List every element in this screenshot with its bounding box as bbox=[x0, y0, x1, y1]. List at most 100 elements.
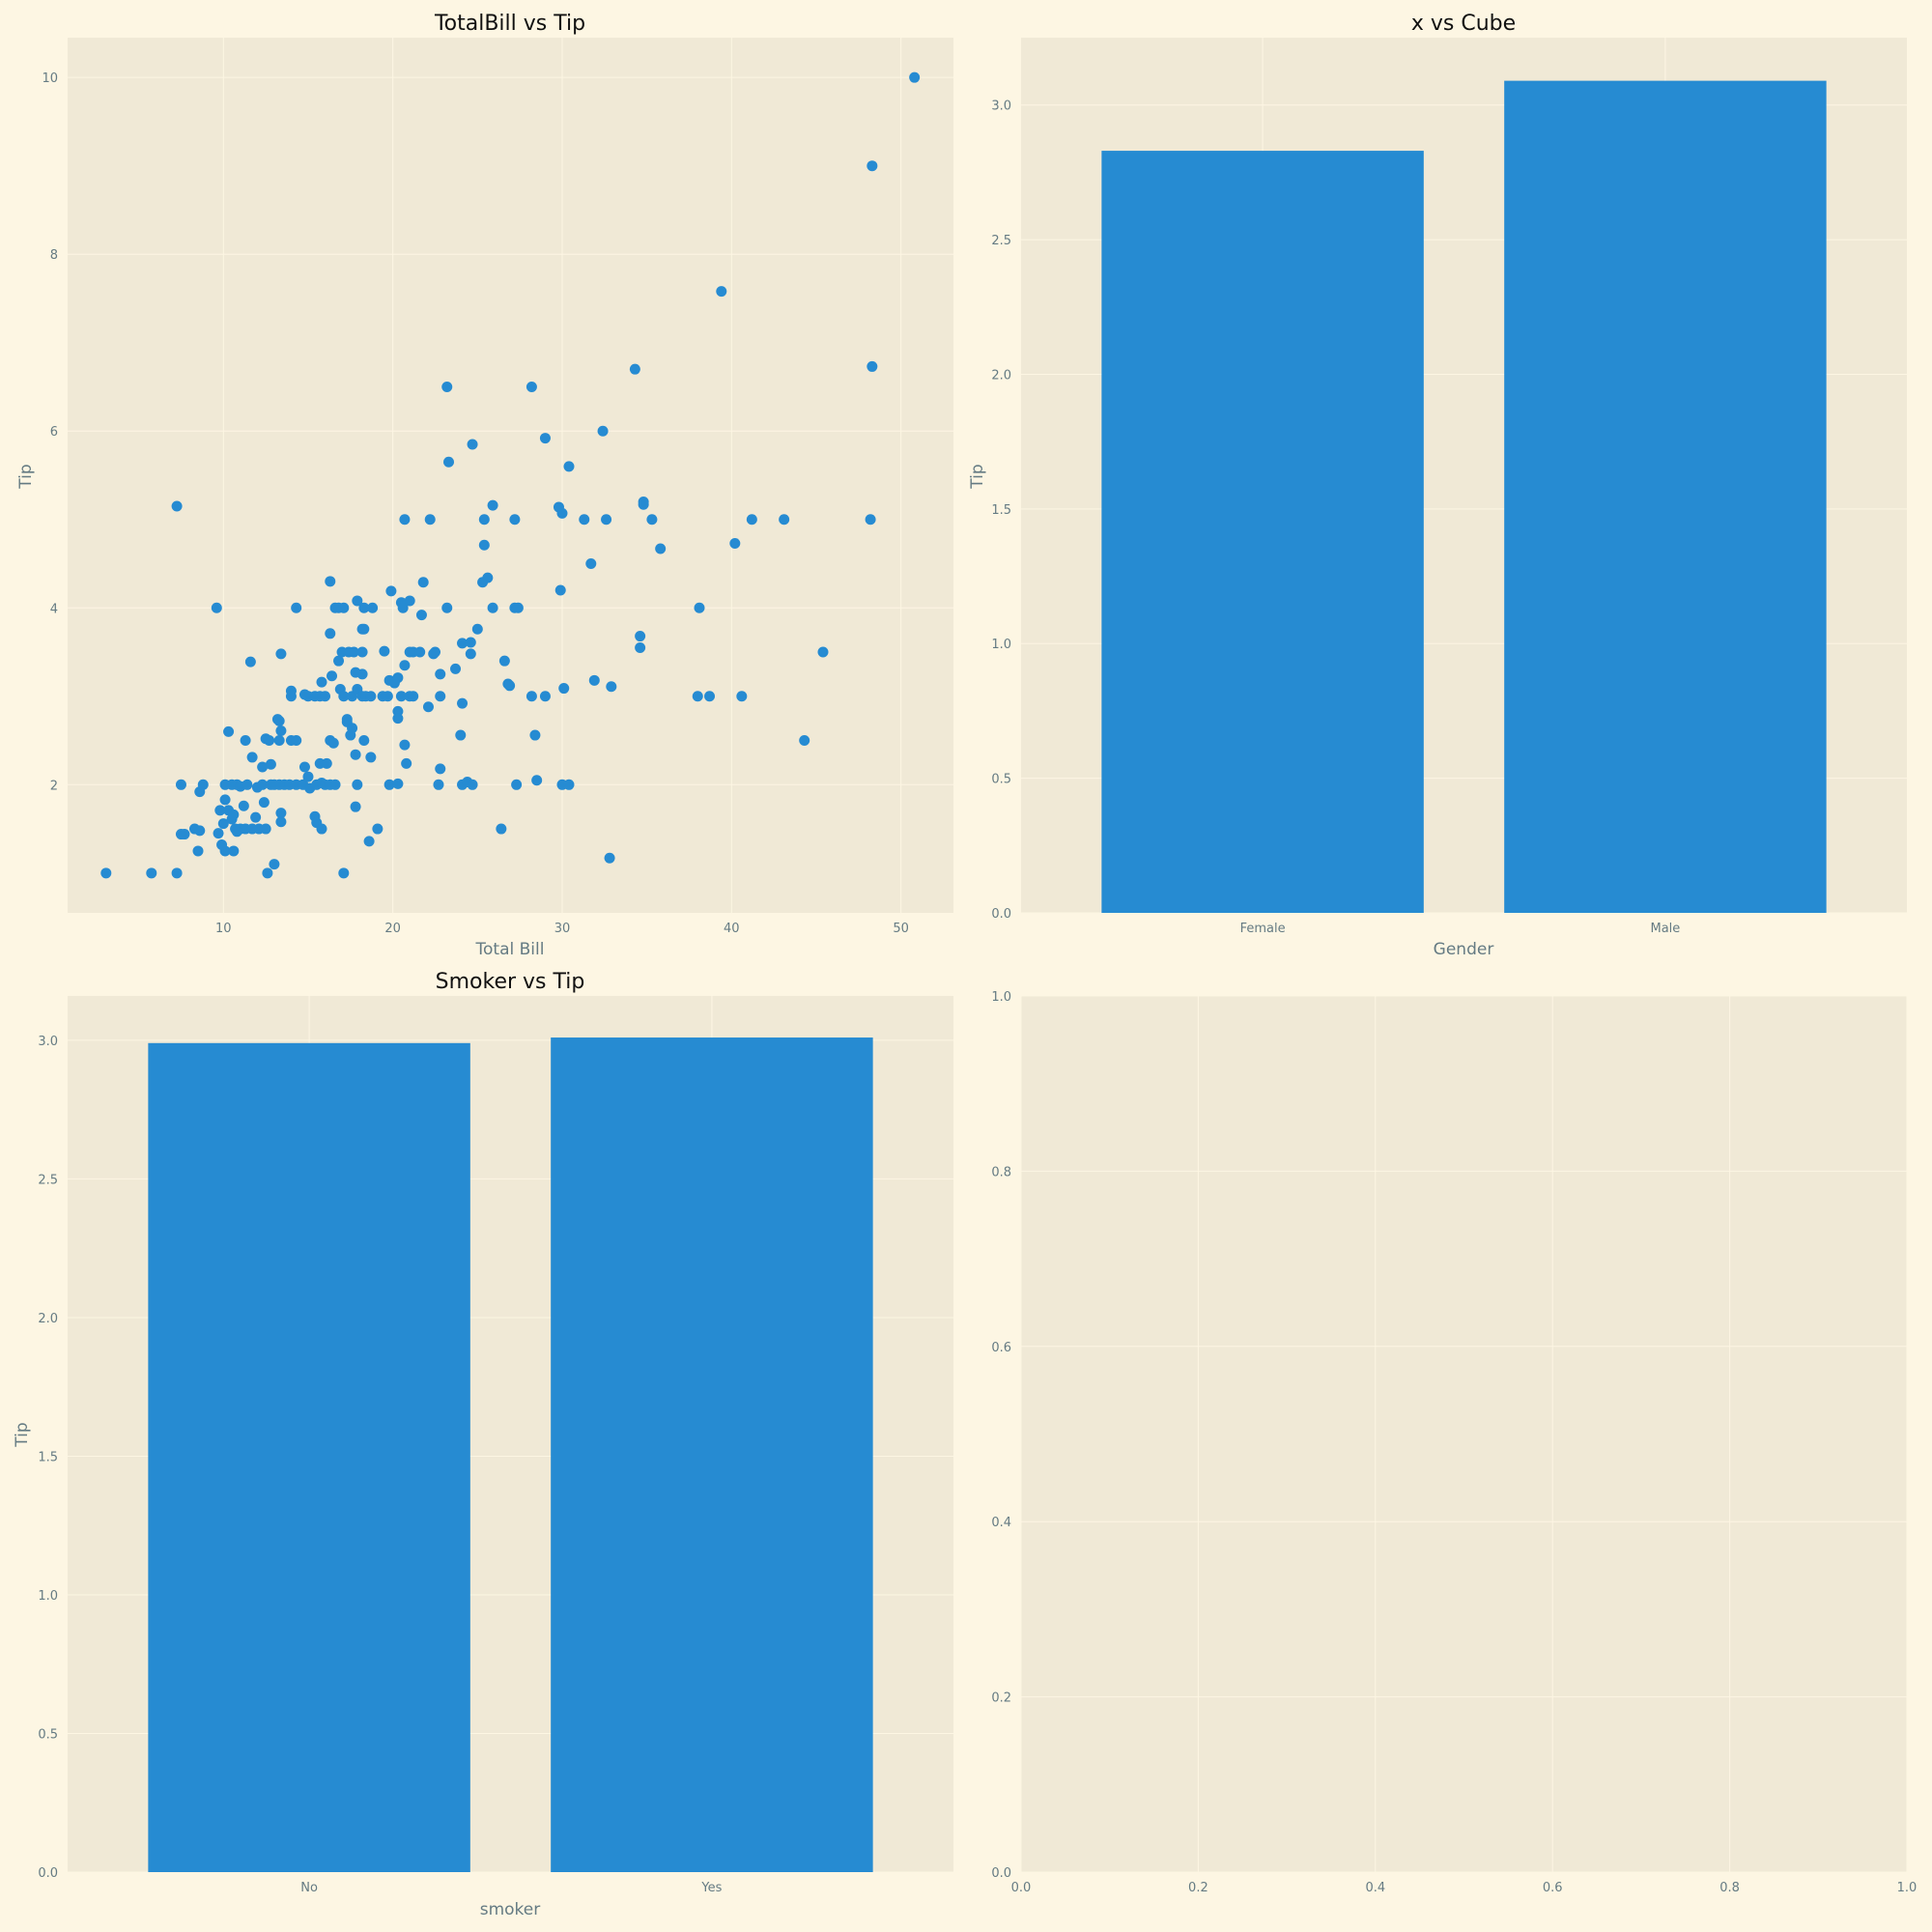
scatter-point bbox=[435, 763, 446, 775]
panel-0-xtick-label: 20 bbox=[384, 922, 401, 936]
scatter-point bbox=[338, 691, 350, 702]
bar-female bbox=[1101, 151, 1424, 914]
panel-3-xtick-label: 0.8 bbox=[1719, 1881, 1740, 1895]
scatter-point bbox=[422, 701, 434, 713]
scatter-point bbox=[443, 456, 455, 468]
panel-1-ytick-label: 1.0 bbox=[991, 638, 1011, 652]
scatter-point bbox=[558, 683, 570, 695]
panel-2-ytick-label: 1.0 bbox=[38, 1589, 58, 1604]
scatter-point bbox=[291, 735, 302, 747]
panel-0-title: TotalBill vs Tip bbox=[434, 12, 585, 36]
scatter-point bbox=[526, 691, 537, 702]
scatter-point bbox=[352, 779, 363, 790]
scatter-point bbox=[635, 641, 646, 653]
scatter-point bbox=[399, 660, 411, 671]
panel-0-ytick-label: 4 bbox=[50, 602, 58, 616]
scatter-point bbox=[597, 425, 609, 437]
scatter-point bbox=[635, 631, 646, 642]
panel-3-xtick-label: 0.0 bbox=[1011, 1881, 1032, 1895]
scatter-point bbox=[694, 602, 705, 613]
panel-2-ytick-label: 2.0 bbox=[38, 1312, 58, 1326]
panel-3-xtick-label: 0.6 bbox=[1543, 1881, 1563, 1895]
scatter-point bbox=[638, 498, 649, 510]
scatter-point bbox=[455, 729, 467, 741]
panel-0-plot-area bbox=[68, 38, 953, 913]
scatter-point bbox=[465, 637, 476, 648]
scatter-point bbox=[316, 676, 327, 688]
scatter-point bbox=[367, 602, 379, 613]
scatter-point bbox=[228, 809, 240, 820]
panel-3-ytick-label: 1.0 bbox=[991, 990, 1011, 1005]
scatter-point bbox=[358, 735, 370, 747]
scatter-point bbox=[867, 360, 878, 372]
panel-0-xtick-label: 40 bbox=[724, 922, 740, 936]
scatter-point bbox=[291, 602, 302, 613]
scatter-point bbox=[258, 797, 270, 809]
panel-1-xtick-label: Female bbox=[1240, 922, 1286, 936]
scatter-point bbox=[211, 602, 222, 613]
panel-2-xtick-label: No bbox=[300, 1881, 318, 1895]
scatter-point bbox=[242, 779, 253, 790]
scatter-point bbox=[817, 646, 829, 658]
scatter-point bbox=[238, 800, 249, 811]
scatter-point bbox=[341, 714, 353, 725]
scatter-point bbox=[240, 735, 251, 747]
scatter-point bbox=[471, 623, 483, 635]
panel-0-xtick-label: 50 bbox=[893, 922, 909, 936]
scatter-point bbox=[302, 771, 314, 782]
scatter-point bbox=[325, 576, 336, 587]
panel-3-ytick-label: 0.0 bbox=[991, 1866, 1011, 1881]
panel-0-ytick-label: 8 bbox=[50, 248, 58, 263]
scatter-point bbox=[435, 668, 446, 680]
panel-0-ytick-label: 10 bbox=[42, 71, 58, 86]
panel-1-ytick-label: 0.5 bbox=[991, 773, 1011, 787]
scatter-point bbox=[275, 816, 287, 828]
panel-1-ytick-label: 3.0 bbox=[991, 99, 1011, 114]
scatter-point bbox=[325, 628, 336, 639]
scatter-point bbox=[655, 543, 667, 554]
scatter-point bbox=[350, 801, 361, 812]
scatter-point bbox=[100, 867, 112, 879]
scatter-point bbox=[799, 735, 810, 747]
panel-2-title: Smoker vs Tip bbox=[436, 970, 585, 994]
panel-3-ytick-label: 0.8 bbox=[991, 1165, 1011, 1179]
scatter-point bbox=[350, 749, 361, 760]
scatter-point bbox=[363, 836, 375, 847]
scatter-point bbox=[285, 685, 297, 696]
scatter-point bbox=[189, 823, 201, 835]
scatter-point bbox=[604, 852, 615, 864]
scatter-point bbox=[213, 828, 224, 839]
scatter-point bbox=[244, 656, 256, 668]
scatter-point bbox=[298, 761, 310, 773]
panel-0-ytick-label: 2 bbox=[50, 779, 58, 793]
scatter-point bbox=[435, 691, 446, 702]
scatter-point bbox=[487, 499, 498, 511]
scatter-point bbox=[350, 667, 361, 678]
scatter-point bbox=[529, 729, 541, 741]
panel-2-ytick-label: 1.5 bbox=[38, 1450, 58, 1464]
panel-1-ytick-label: 0.0 bbox=[991, 907, 1011, 922]
panel-totalbill-vs-tip: TotalBill vs Tip Total Bill Tip 2 4 6 8 10 10… bbox=[16, 12, 953, 959]
scatter-point bbox=[316, 823, 327, 835]
scatter-point bbox=[275, 808, 287, 819]
scatter-point bbox=[526, 381, 537, 392]
scatter-point bbox=[629, 363, 640, 375]
panel-2-ylabel: Tip bbox=[13, 1422, 32, 1447]
scatter-point bbox=[539, 691, 551, 702]
scatter-point bbox=[867, 160, 878, 172]
scatter-point bbox=[554, 584, 566, 596]
panel-2-ytick-label: 2.5 bbox=[38, 1173, 58, 1187]
scatter-point bbox=[327, 737, 339, 749]
scatter-point bbox=[909, 71, 921, 83]
scatter-point bbox=[399, 739, 411, 751]
scatter-point bbox=[356, 646, 368, 658]
scatter-point bbox=[865, 514, 876, 526]
scatter-point bbox=[601, 514, 612, 526]
panel-1-ytick-label: 1.5 bbox=[991, 503, 1011, 518]
scatter-point bbox=[502, 678, 514, 690]
scatter-point bbox=[273, 715, 285, 726]
scatter-point bbox=[348, 646, 359, 658]
panel-1-ytick-label: 2.5 bbox=[991, 234, 1011, 248]
scatter-point bbox=[746, 514, 757, 526]
scatter-point bbox=[223, 725, 235, 737]
